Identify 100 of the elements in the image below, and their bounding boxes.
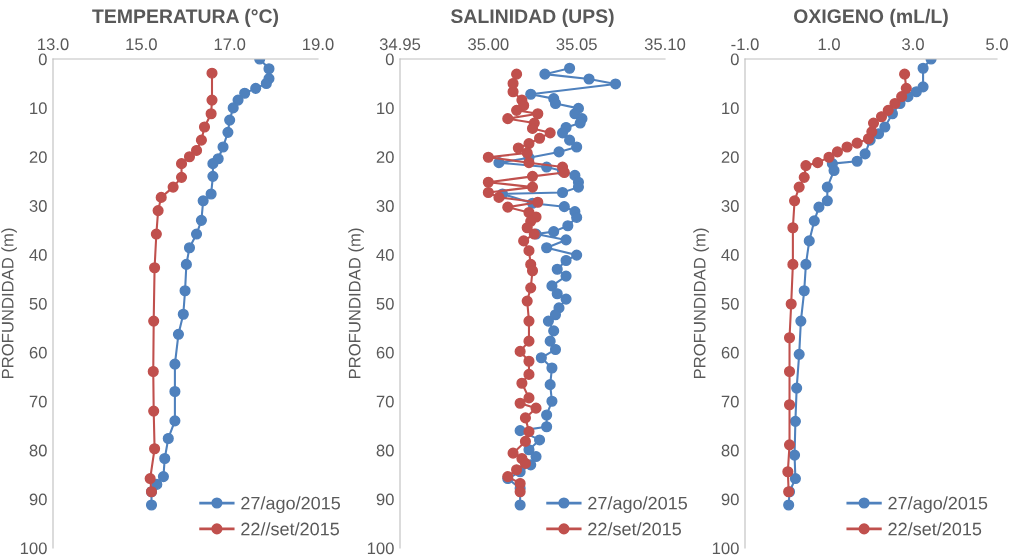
- point: [798, 171, 810, 183]
- y-tick-label: 100: [20, 542, 47, 555]
- point: [167, 181, 179, 193]
- point: [789, 449, 801, 461]
- legend-label: 27/ago/2015: [588, 496, 688, 514]
- x-tick-label: 34.95: [379, 38, 421, 51]
- point: [896, 91, 908, 103]
- point: [519, 412, 531, 424]
- point: [787, 222, 799, 234]
- point: [789, 473, 801, 485]
- point: [518, 235, 530, 247]
- point: [502, 201, 514, 213]
- point: [783, 499, 795, 511]
- point: [803, 235, 815, 247]
- point: [222, 126, 234, 138]
- y-tick-label: 90: [721, 493, 739, 506]
- point: [812, 157, 824, 169]
- y-tick-label: 20: [721, 151, 739, 163]
- y-tick-label: 20: [376, 151, 394, 163]
- point: [169, 358, 181, 370]
- point: [205, 188, 217, 200]
- y-tick-label: 50: [376, 297, 394, 310]
- y-tick-label: 100: [712, 542, 739, 555]
- y-tick-label: 60: [721, 346, 739, 359]
- point: [195, 214, 207, 226]
- point: [808, 215, 820, 227]
- y-axis-title: PROFUNDIDAD (m): [1, 228, 17, 379]
- point: [198, 121, 211, 133]
- point: [841, 141, 853, 153]
- point: [519, 457, 531, 469]
- y-tick-label: 90: [376, 493, 394, 506]
- point: [793, 348, 805, 360]
- y-tick-label: 70: [721, 395, 739, 408]
- point: [260, 77, 272, 90]
- point: [910, 86, 922, 98]
- point: [206, 67, 218, 79]
- y-tick-label: 70: [376, 395, 394, 408]
- y-tick-label: 0: [38, 53, 47, 66]
- point: [169, 385, 181, 398]
- point: [155, 191, 167, 203]
- y-axis-title: PROFUNDIDAD (m): [348, 228, 364, 379]
- point: [190, 144, 203, 156]
- point: [793, 181, 805, 193]
- point: [150, 228, 162, 240]
- point: [525, 282, 537, 294]
- x-tick-label: 13.0: [38, 38, 69, 51]
- point: [175, 158, 188, 170]
- y-tick-label: 30: [29, 200, 47, 212]
- y-tick-label: 80: [721, 444, 739, 457]
- point: [148, 315, 160, 327]
- point: [507, 86, 519, 98]
- point: [514, 397, 526, 409]
- point: [534, 132, 546, 144]
- y-tick-label: 100: [367, 542, 394, 555]
- y-tick-label: 90: [29, 493, 47, 506]
- x-tick-label: 35.00: [468, 38, 509, 51]
- point: [783, 399, 796, 411]
- y-tick-label: 80: [376, 444, 394, 457]
- point: [232, 94, 244, 106]
- point: [157, 471, 169, 483]
- point: [791, 382, 803, 394]
- point: [813, 201, 825, 213]
- point: [239, 87, 251, 99]
- point: [532, 196, 544, 208]
- point: [172, 328, 184, 340]
- point: [900, 82, 912, 94]
- y-tick-label: 0: [385, 53, 394, 66]
- x-tick-label: -1.0: [731, 38, 759, 51]
- point: [783, 332, 796, 344]
- point: [162, 432, 174, 445]
- y-tick-label: 10: [30, 102, 47, 115]
- legend-label: 27/ago/2015: [241, 496, 341, 514]
- point: [207, 158, 219, 170]
- point: [851, 137, 863, 149]
- x-tick-label: 5.0: [986, 38, 1008, 51]
- point: [795, 315, 807, 327]
- point: [183, 151, 196, 163]
- point: [917, 62, 929, 74]
- point: [195, 134, 207, 146]
- point: [180, 258, 192, 270]
- point: [512, 142, 524, 154]
- point: [482, 186, 494, 199]
- point: [821, 195, 833, 207]
- legend-label: 27/ago/2015: [888, 496, 988, 514]
- point: [521, 222, 533, 234]
- point: [148, 405, 160, 417]
- y-tick-label: 60: [29, 346, 47, 359]
- chart-title: TEMPERATURA (°C): [92, 8, 279, 27]
- point: [544, 127, 556, 139]
- point: [821, 181, 833, 193]
- point: [523, 315, 535, 327]
- point: [147, 365, 159, 378]
- point: [206, 94, 218, 106]
- point: [882, 104, 894, 116]
- y-tick-label: 40: [376, 249, 394, 261]
- point: [851, 155, 863, 167]
- y-tick-label: 70: [29, 395, 47, 408]
- point: [511, 68, 523, 80]
- point: [205, 108, 217, 120]
- point: [523, 368, 535, 380]
